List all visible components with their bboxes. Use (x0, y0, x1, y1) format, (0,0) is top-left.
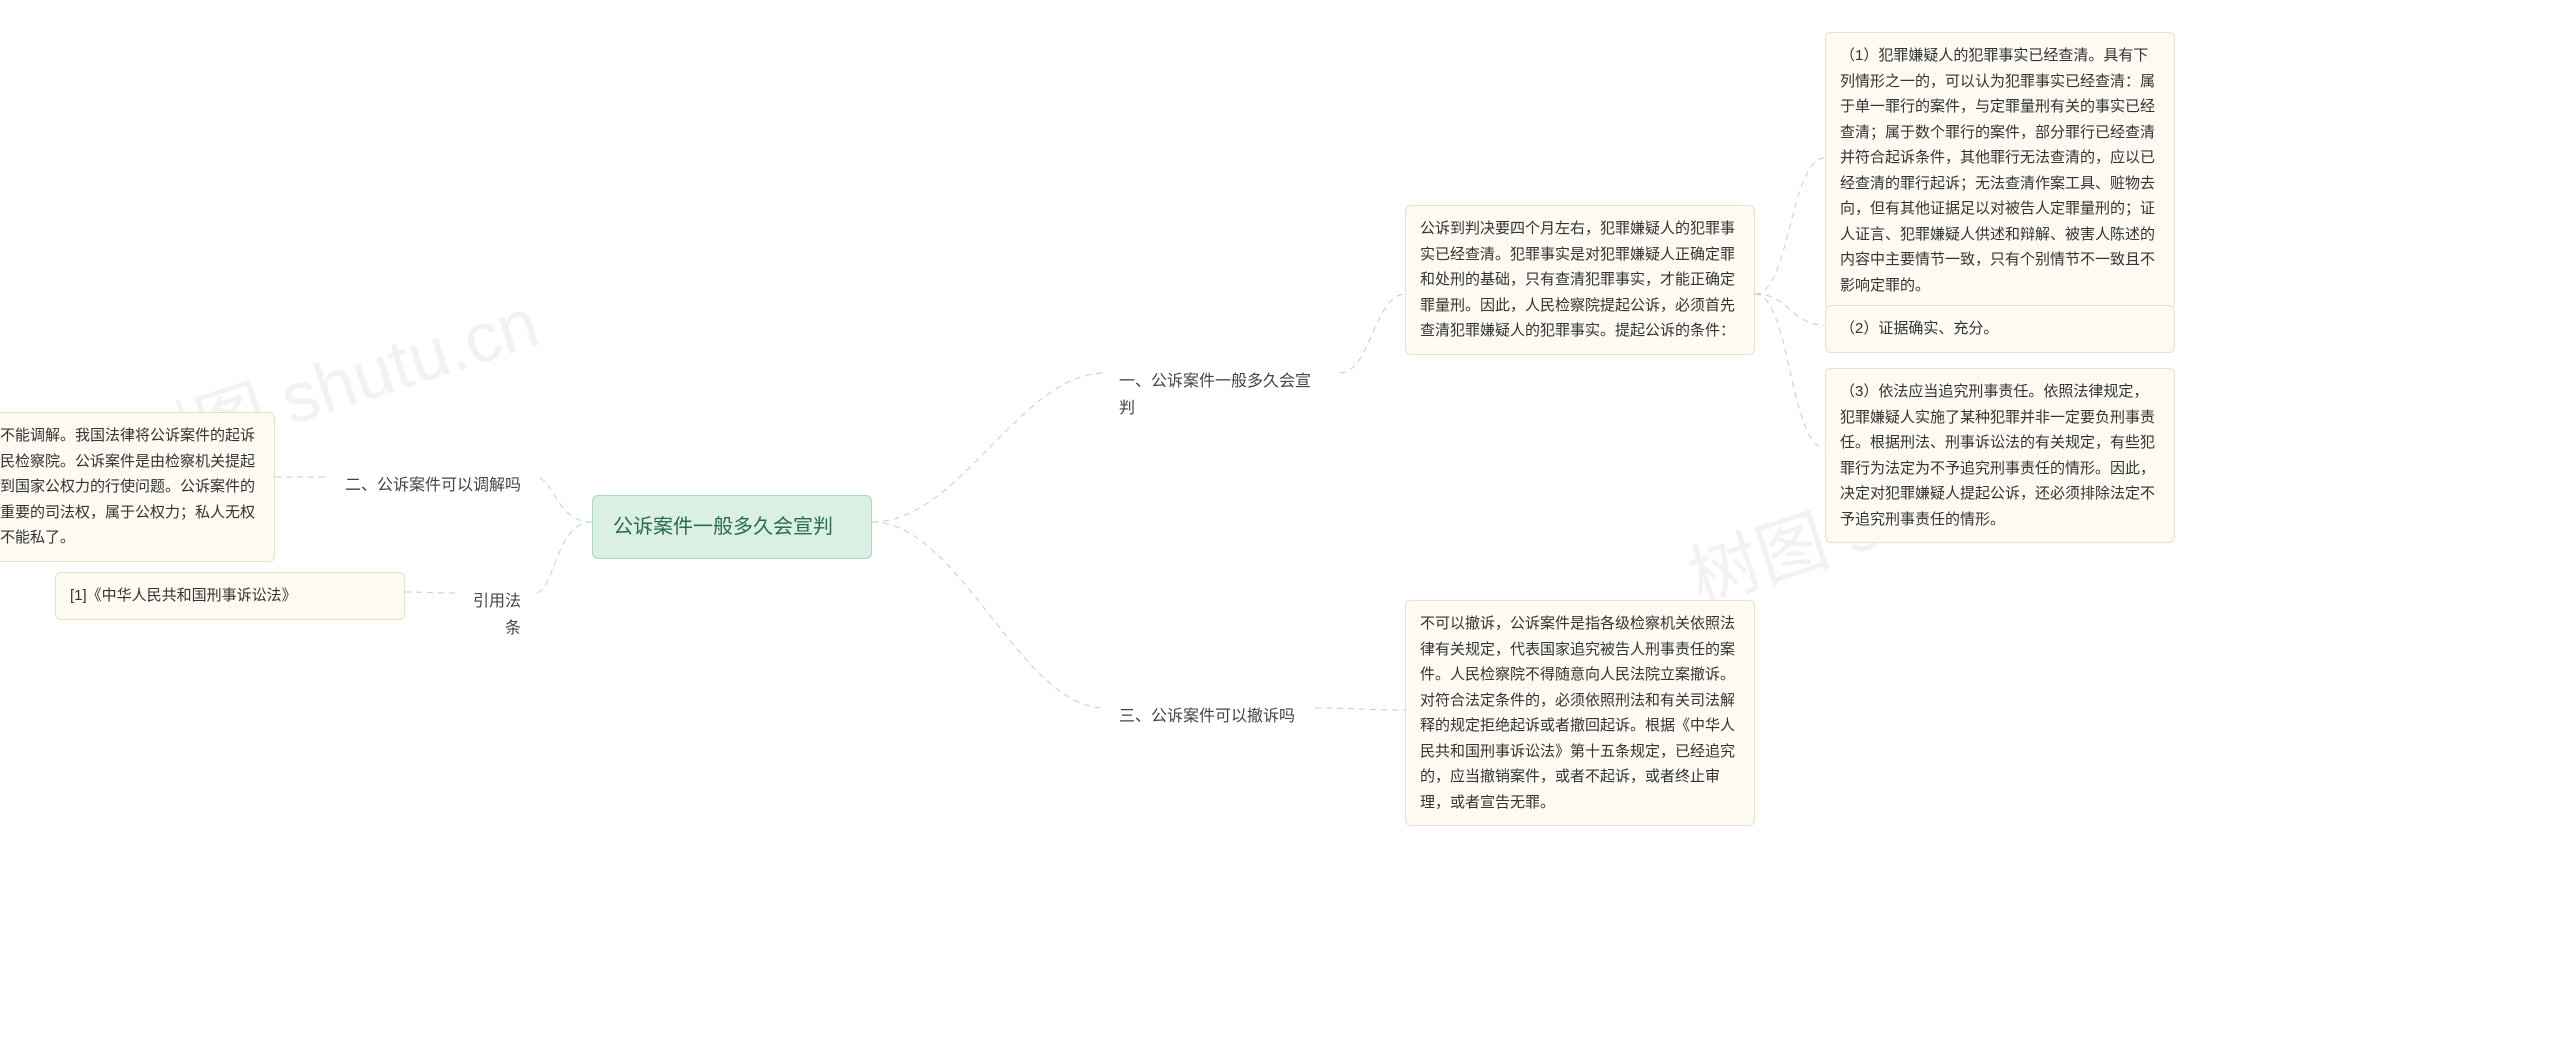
branch-3-title: 三、公诉案件可以撤诉吗 (1105, 693, 1315, 740)
branch-1-detail: 公诉到判决要四个月左右，犯罪嫌疑人的犯罪事实已经查清。犯罪事实是对犯罪嫌疑人正确… (1405, 205, 1755, 355)
branch-2-detail: 公诉案件不能调解。我国法律将公诉案件的起诉权赋予人民检察院。公诉案件是由检察机关… (0, 412, 275, 562)
mindmap-root: 公诉案件一般多久会宣判 (592, 495, 872, 559)
branch-1-sub-1: （1）犯罪嫌疑人的犯罪事实已经查清。具有下列情形之一的，可以认为犯罪事实已经查清… (1825, 32, 2175, 309)
connectors-layer (0, 0, 2560, 1055)
branch-4-detail: [1]《中华人民共和国刑事诉讼法》 (55, 572, 405, 620)
branch-3-detail: 不可以撤诉，公诉案件是指各级检察机关依照法律有关规定，代表国家追究被告人刑事责任… (1405, 600, 1755, 826)
branch-1-sub-2: （2）证据确实、充分。 (1825, 305, 2175, 353)
branch-4-title: 引用法条 (455, 578, 535, 652)
branch-2-title: 二、公诉案件可以调解吗 (325, 462, 535, 509)
branch-1-title: 一、公诉案件一般多久会宣判 (1105, 358, 1340, 432)
branch-1-sub-3: （3）依法应当追究刑事责任。依照法律规定，犯罪嫌疑人实施了某种犯罪并非一定要负刑… (1825, 368, 2175, 543)
